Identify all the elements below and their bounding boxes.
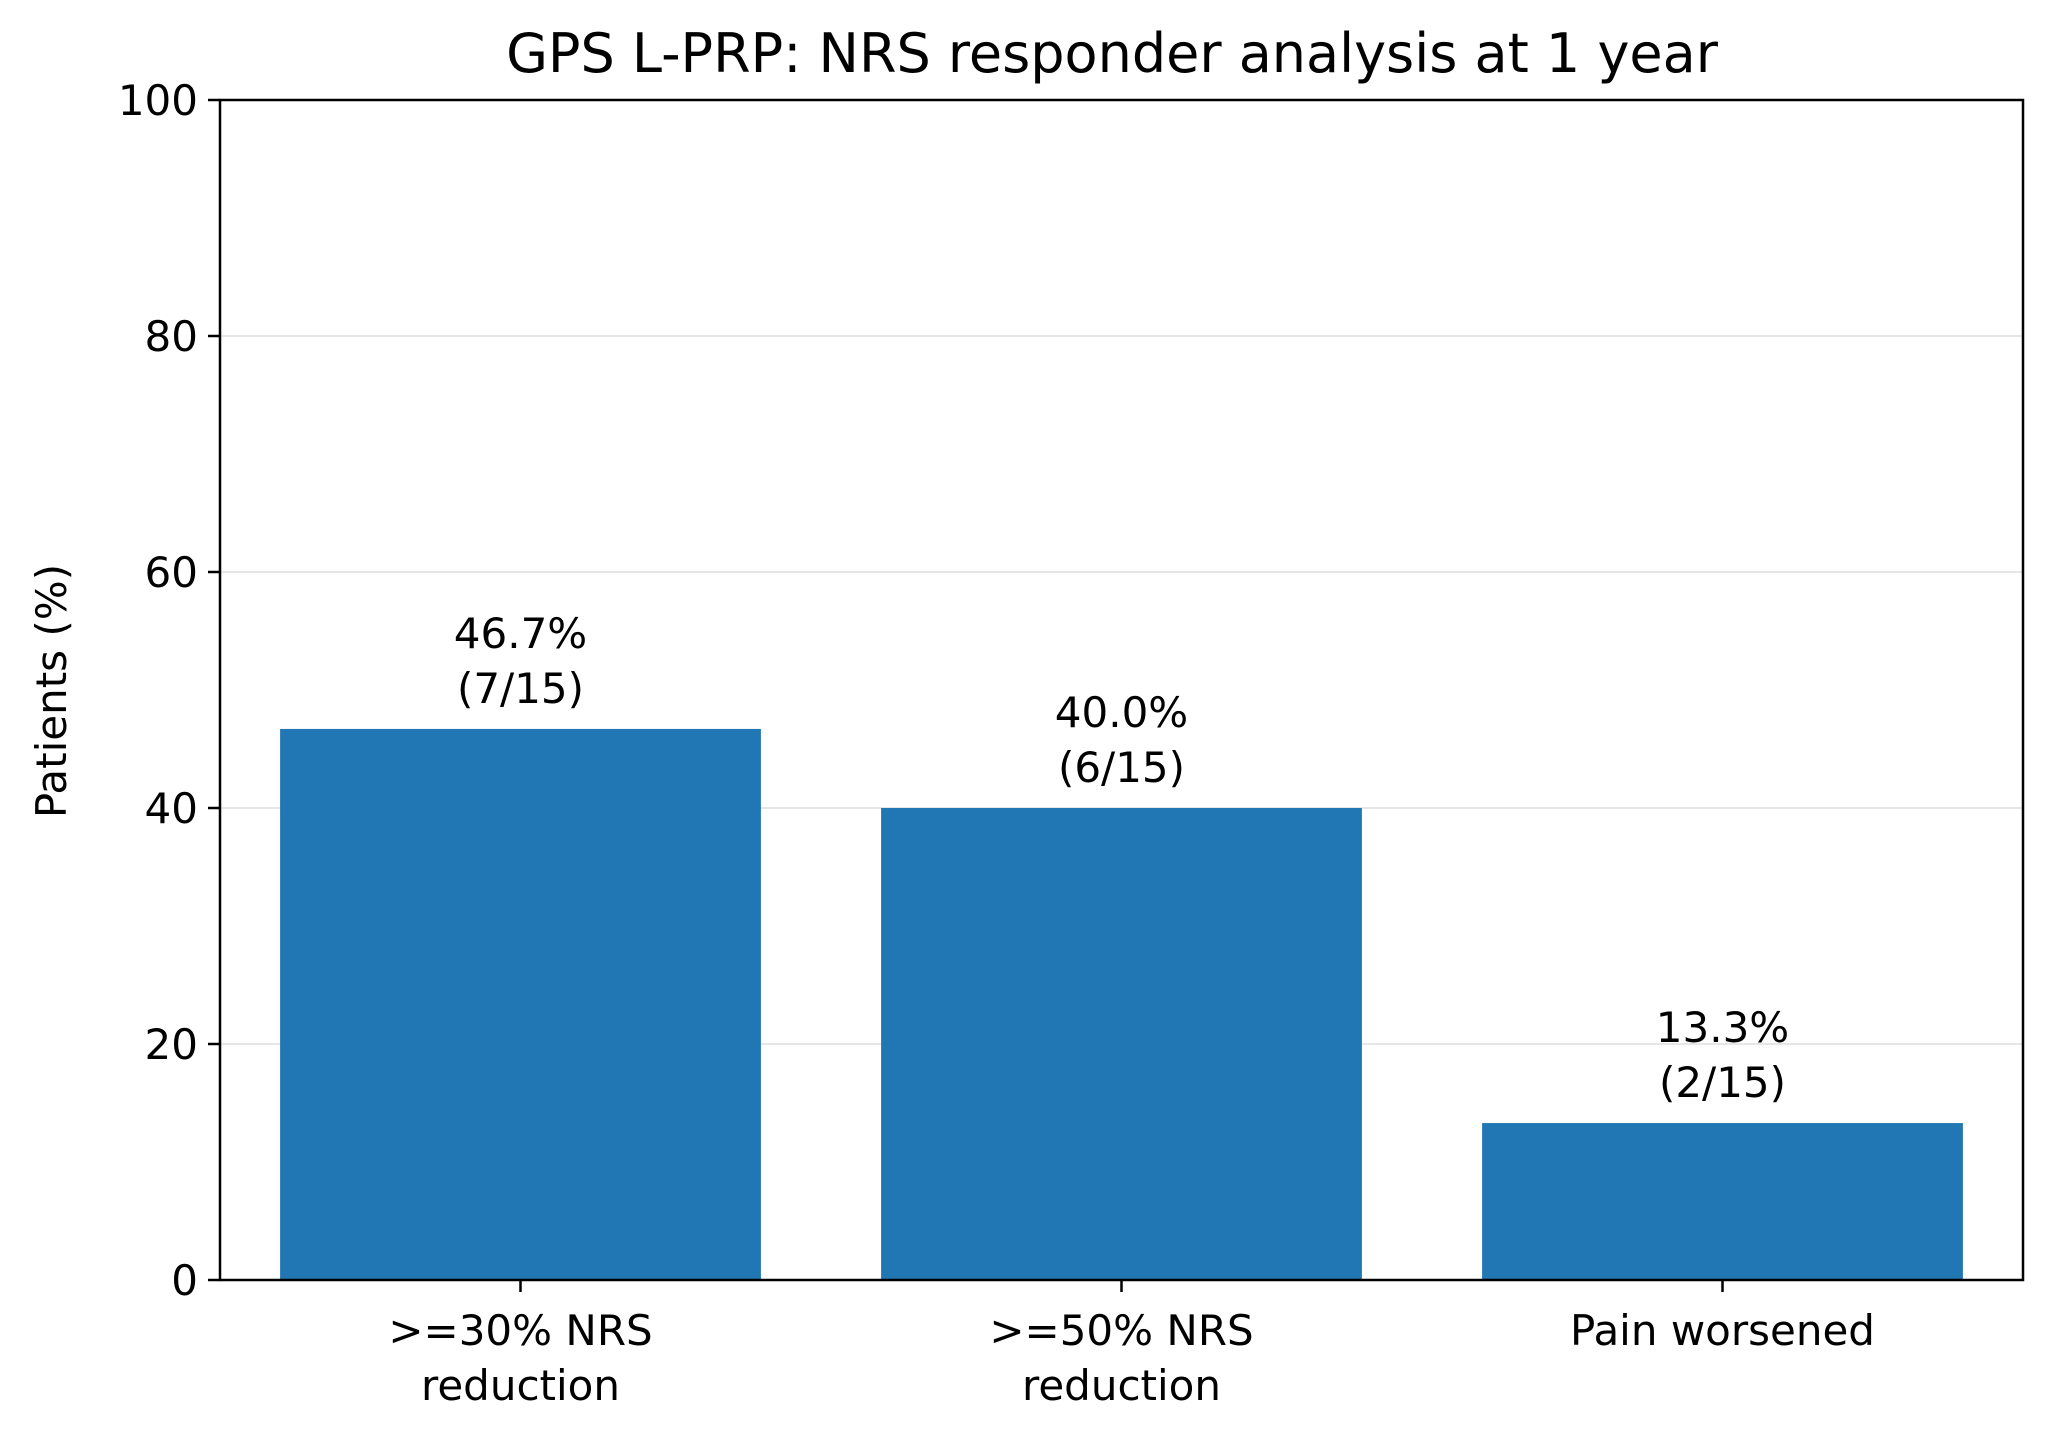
bar-value-label-line: (6/15) — [1058, 743, 1185, 792]
bar-value-label-line: (2/15) — [1659, 1058, 1786, 1107]
x-tick-label-line: Pain worsened — [1570, 1306, 1875, 1355]
x-tick-label: >=30% NRS reduction — [388, 1306, 652, 1410]
x-tick-label: >=50% NRS reduction — [989, 1306, 1253, 1410]
y-tick-label: 80 — [145, 312, 198, 361]
bar-value-label-line: 46.7% — [454, 609, 587, 658]
bar-value-label: 46.7% (7/15) — [454, 609, 587, 713]
y-tick-label: 20 — [145, 1020, 198, 1069]
y-tick-label: 0 — [171, 1256, 198, 1305]
bar-value-label-line: (7/15) — [457, 664, 584, 713]
bar — [881, 808, 1362, 1280]
y-tick-label: 60 — [145, 548, 198, 597]
x-tick-label-line: >=30% NRS — [388, 1306, 652, 1355]
bar — [280, 728, 761, 1280]
bar-value-labels: 46.7% (7/15) 40.0% (6/15) 13.3% (2/15) — [454, 609, 1789, 1107]
y-axis-label: Patients (%) — [27, 564, 76, 818]
bar-value-label: 13.3% (2/15) — [1656, 1003, 1789, 1107]
x-tick-label-line: reduction — [1022, 1361, 1221, 1410]
bar-value-label: 40.0% (6/15) — [1055, 688, 1188, 792]
bar — [1482, 1123, 1963, 1280]
bars — [280, 728, 1963, 1280]
bar-value-label-line: 13.3% — [1656, 1003, 1789, 1052]
y-tick-label: 40 — [145, 784, 198, 833]
x-tick-label: Pain worsened — [1570, 1306, 1875, 1355]
chart-title: GPS L-PRP: NRS responder analysis at 1 y… — [506, 22, 1719, 85]
x-tick-label-line: reduction — [421, 1361, 620, 1410]
x-tick-label-line: >=50% NRS — [989, 1306, 1253, 1355]
y-tick-label: 100 — [118, 76, 198, 125]
bar-value-label-line: 40.0% — [1055, 688, 1188, 737]
axis-ticks: 0 20 40 60 80 100 >=30% NRS reduction >=50% NRS r… — [118, 76, 1875, 1410]
